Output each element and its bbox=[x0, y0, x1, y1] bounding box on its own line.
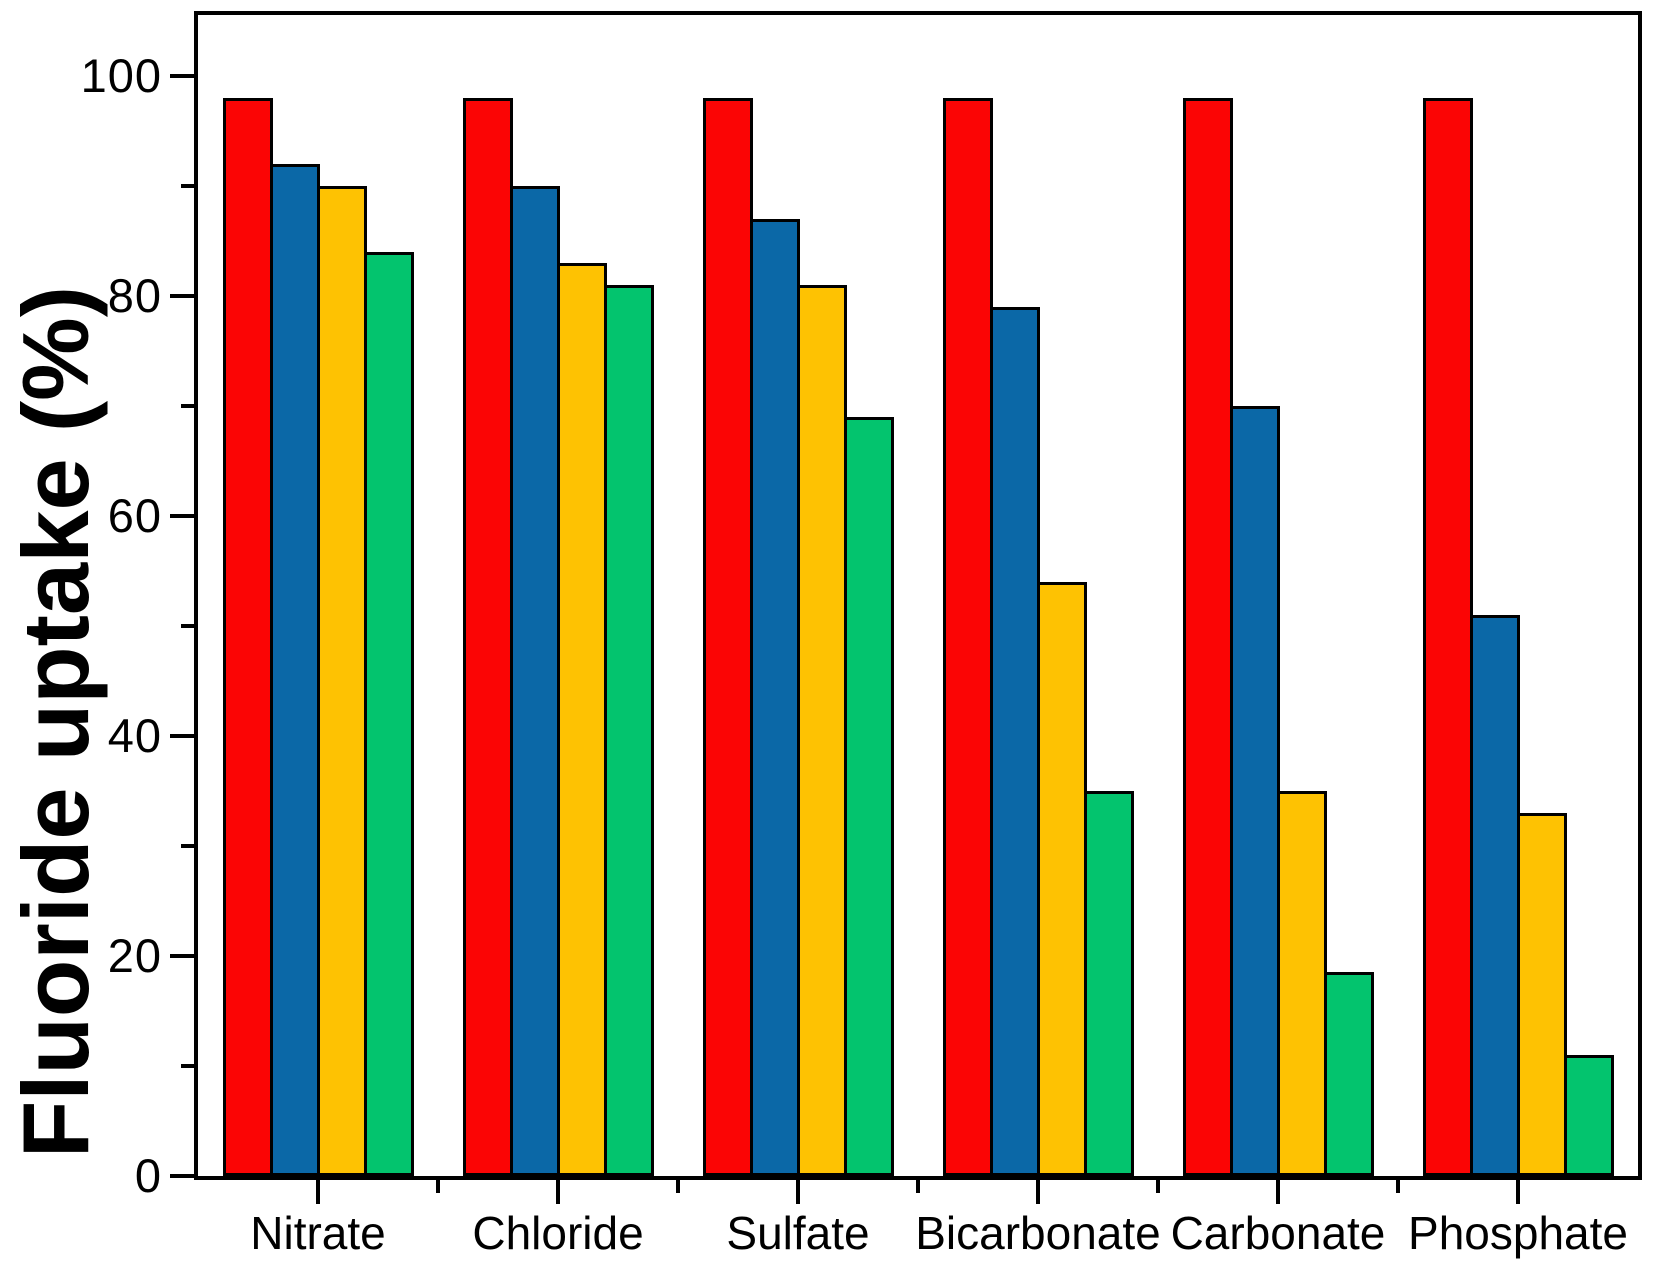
x-category-label-bicarbonate: Bicarbonate bbox=[915, 1207, 1161, 1259]
y-major-tick bbox=[170, 73, 194, 78]
x-category-label-phosphate: Phosphate bbox=[1408, 1207, 1628, 1259]
x-major-tick bbox=[1036, 1180, 1040, 1204]
x-major-tick bbox=[796, 1180, 800, 1204]
y-minor-tick bbox=[181, 1063, 194, 1068]
x-category-label-chloride: Chloride bbox=[472, 1207, 644, 1259]
y-tick-label: 0 bbox=[134, 1149, 162, 1202]
x-major-tick bbox=[556, 1180, 560, 1204]
y-tick-label: 60 bbox=[107, 488, 162, 542]
bar-blue-chloride bbox=[509, 185, 560, 1176]
x-category-label-sulfate: Sulfate bbox=[726, 1207, 870, 1259]
bar-green-carbonate bbox=[1323, 972, 1374, 1176]
x-major-tick bbox=[316, 1180, 320, 1204]
x-minor-tick bbox=[916, 1180, 920, 1193]
y-minor-tick bbox=[181, 183, 194, 188]
y-tick-label: 20 bbox=[107, 928, 162, 982]
bar-blue-nitrate bbox=[269, 163, 320, 1176]
bar-green-nitrate bbox=[363, 251, 414, 1176]
bar-green-sulfate bbox=[843, 416, 894, 1176]
x-category-label-nitrate: Nitrate bbox=[250, 1207, 386, 1259]
y-minor-tick bbox=[181, 623, 194, 628]
bar-yellow-sulfate bbox=[796, 284, 847, 1176]
bar-red-nitrate bbox=[222, 97, 273, 1176]
bar-yellow-phosphate bbox=[1516, 812, 1567, 1176]
y-minor-tick bbox=[181, 403, 194, 408]
bar-green-chloride bbox=[603, 284, 654, 1176]
bar-red-bicarbonate bbox=[942, 97, 993, 1176]
y-tick-label: 100 bbox=[80, 48, 162, 102]
y-tick-label: 40 bbox=[107, 708, 162, 762]
y-minor-tick bbox=[181, 843, 194, 848]
bar-blue-sulfate bbox=[749, 218, 800, 1176]
x-minor-tick bbox=[676, 1180, 680, 1193]
y-tick-label: 80 bbox=[107, 268, 162, 322]
y-major-tick bbox=[170, 513, 194, 518]
bar-yellow-nitrate bbox=[316, 185, 367, 1176]
bar-blue-carbonate bbox=[1229, 405, 1280, 1176]
y-major-tick bbox=[170, 953, 194, 958]
bar-red-sulfate bbox=[702, 97, 753, 1176]
bar-blue-bicarbonate bbox=[989, 306, 1040, 1176]
x-major-tick bbox=[1276, 1180, 1280, 1204]
bar-red-phosphate bbox=[1422, 97, 1473, 1176]
x-minor-tick bbox=[1156, 1180, 1160, 1193]
bar-green-bicarbonate bbox=[1083, 790, 1134, 1176]
x-minor-tick bbox=[1396, 1180, 1400, 1193]
bar-yellow-bicarbonate bbox=[1036, 581, 1087, 1176]
bar-red-carbonate bbox=[1182, 97, 1233, 1176]
x-category-label-carbonate: Carbonate bbox=[1170, 1207, 1386, 1259]
bar-green-phosphate bbox=[1563, 1054, 1614, 1176]
y-major-tick bbox=[170, 1174, 194, 1178]
x-major-tick bbox=[1516, 1180, 1520, 1204]
y-major-tick bbox=[170, 733, 194, 738]
bar-blue-phosphate bbox=[1469, 614, 1520, 1176]
x-minor-tick bbox=[436, 1180, 440, 1193]
bar-yellow-carbonate bbox=[1276, 790, 1327, 1176]
y-major-tick bbox=[170, 293, 194, 298]
bar-yellow-chloride bbox=[556, 262, 607, 1176]
bar-red-chloride bbox=[462, 97, 513, 1176]
